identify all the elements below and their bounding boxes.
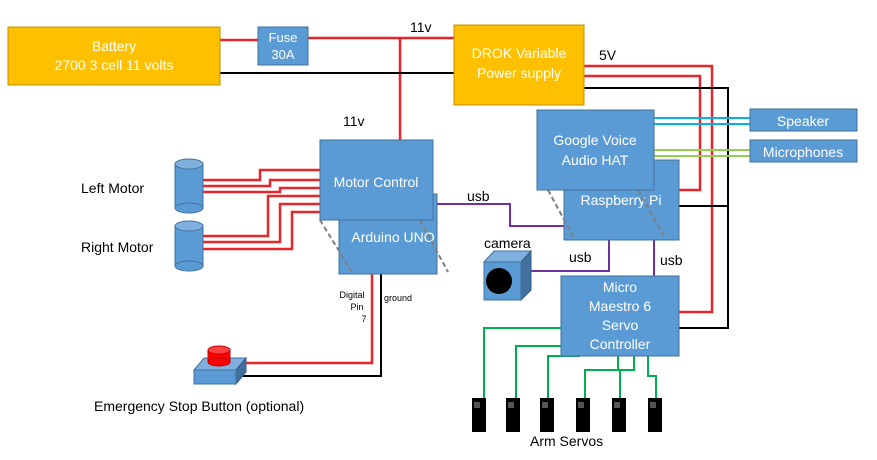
- micro-maestro: Micro Maestro 6 Servo Controller: [560, 275, 680, 357]
- servo-2: [506, 398, 520, 432]
- wire-left-motor-1: [203, 168, 320, 182]
- microphones: Microphones: [749, 139, 858, 163]
- maestro-label-4: Controller: [590, 336, 651, 352]
- wire-servo-4: [584, 356, 619, 398]
- label-usb-arduino: usb: [467, 188, 490, 204]
- battery-label-1: Battery: [92, 38, 136, 54]
- wire-usb-camera-pi: [531, 240, 610, 272]
- wire-usb-arduino-pi: [437, 203, 564, 227]
- wire-left-motor-2: [203, 178, 320, 188]
- google-voice-hat: Google Voice Audio HAT: [536, 109, 655, 191]
- speaker: Speaker: [749, 108, 858, 132]
- speaker-label: Speaker: [777, 113, 829, 129]
- left-motor: [174, 158, 204, 214]
- motor-control-label: Motor Control: [334, 174, 419, 190]
- label-5v: 5V: [599, 47, 617, 63]
- audio-wires: [654, 117, 750, 157]
- label-usb-maestro: usb: [660, 252, 683, 268]
- arm-servos: [472, 398, 662, 432]
- servo-6: [648, 398, 662, 432]
- wire-servo-6: [647, 356, 657, 398]
- arduino-label: Arduino UNO: [351, 229, 434, 245]
- camera-label: camera: [484, 235, 531, 251]
- drok-label-2: Power supply: [477, 65, 561, 81]
- google-hat-label-1: Google Voice: [553, 132, 636, 148]
- label-11v-mid: 11v: [343, 113, 365, 129]
- wire-servo-2: [515, 345, 561, 398]
- maestro-label-3: Servo: [602, 317, 639, 333]
- arm-servos-label: Arm Servos: [530, 433, 603, 449]
- wire-5v-pi: [584, 74, 702, 192]
- emergency-stop-button: [192, 345, 248, 386]
- maestro-label-2: Maestro 6: [589, 298, 651, 314]
- wire-ground-drok-pi: [584, 87, 729, 329]
- wire-servo-3: [547, 355, 580, 398]
- motor-control: Motor Control: [319, 139, 434, 221]
- maestro-label-1: Micro: [603, 279, 637, 295]
- wire-right-motor-1: [203, 194, 320, 238]
- wire-left-motor-3: [203, 186, 320, 194]
- label-11v-top: 11v: [410, 19, 432, 35]
- wire-ground-estop: [240, 274, 382, 377]
- battery: Battery 2700 3 cell 11 volts: [7, 26, 221, 86]
- camera: [482, 249, 533, 302]
- digital-pin-label-2: Pin: [350, 302, 363, 312]
- digital-pin-label-3: 7: [361, 314, 366, 324]
- wire-right-motor-2: [203, 202, 320, 244]
- ground-label: ground: [384, 293, 412, 303]
- left-motor-label: Left Motor: [81, 180, 144, 196]
- power-wires: [203, 36, 714, 365]
- drok-label-1: DROK Variable: [472, 45, 567, 61]
- servo-5: [612, 398, 626, 432]
- fuse-label-1: Fuse: [269, 30, 298, 45]
- usb-wires: [437, 203, 655, 276]
- servo-wires: [483, 327, 657, 398]
- estop-label: Emergency Stop Button (optional): [94, 398, 304, 414]
- battery-label-2: 2700 3 cell 11 volts: [55, 57, 174, 73]
- wire-estop-power: [240, 274, 374, 365]
- fuse-label-2: 30A: [271, 47, 294, 62]
- servo-1: [472, 398, 486, 432]
- wire-5v-maestro: [584, 64, 714, 314]
- right-motor-label: Right Motor: [81, 239, 154, 255]
- wire-right-motor-3: [203, 210, 320, 251]
- raspberry-pi-label: Raspberry Pi: [581, 192, 662, 208]
- label-usb-camera: usb: [569, 249, 592, 265]
- fuse: Fuse 30A: [257, 26, 309, 66]
- ground-wires: [220, 72, 729, 377]
- wire-servo-5: [619, 356, 635, 398]
- right-motor: [174, 220, 204, 272]
- camera-lens-icon: [486, 268, 512, 294]
- google-hat-label-2: Audio HAT: [562, 152, 629, 168]
- servo-3: [540, 398, 554, 432]
- digital-pin-label-1: Digital: [339, 290, 364, 300]
- microphones-label: Microphones: [763, 144, 843, 160]
- servo-4: [576, 398, 590, 432]
- drok-power-supply: DROK Variable Power supply: [453, 24, 585, 106]
- wire-servo-1: [483, 327, 561, 398]
